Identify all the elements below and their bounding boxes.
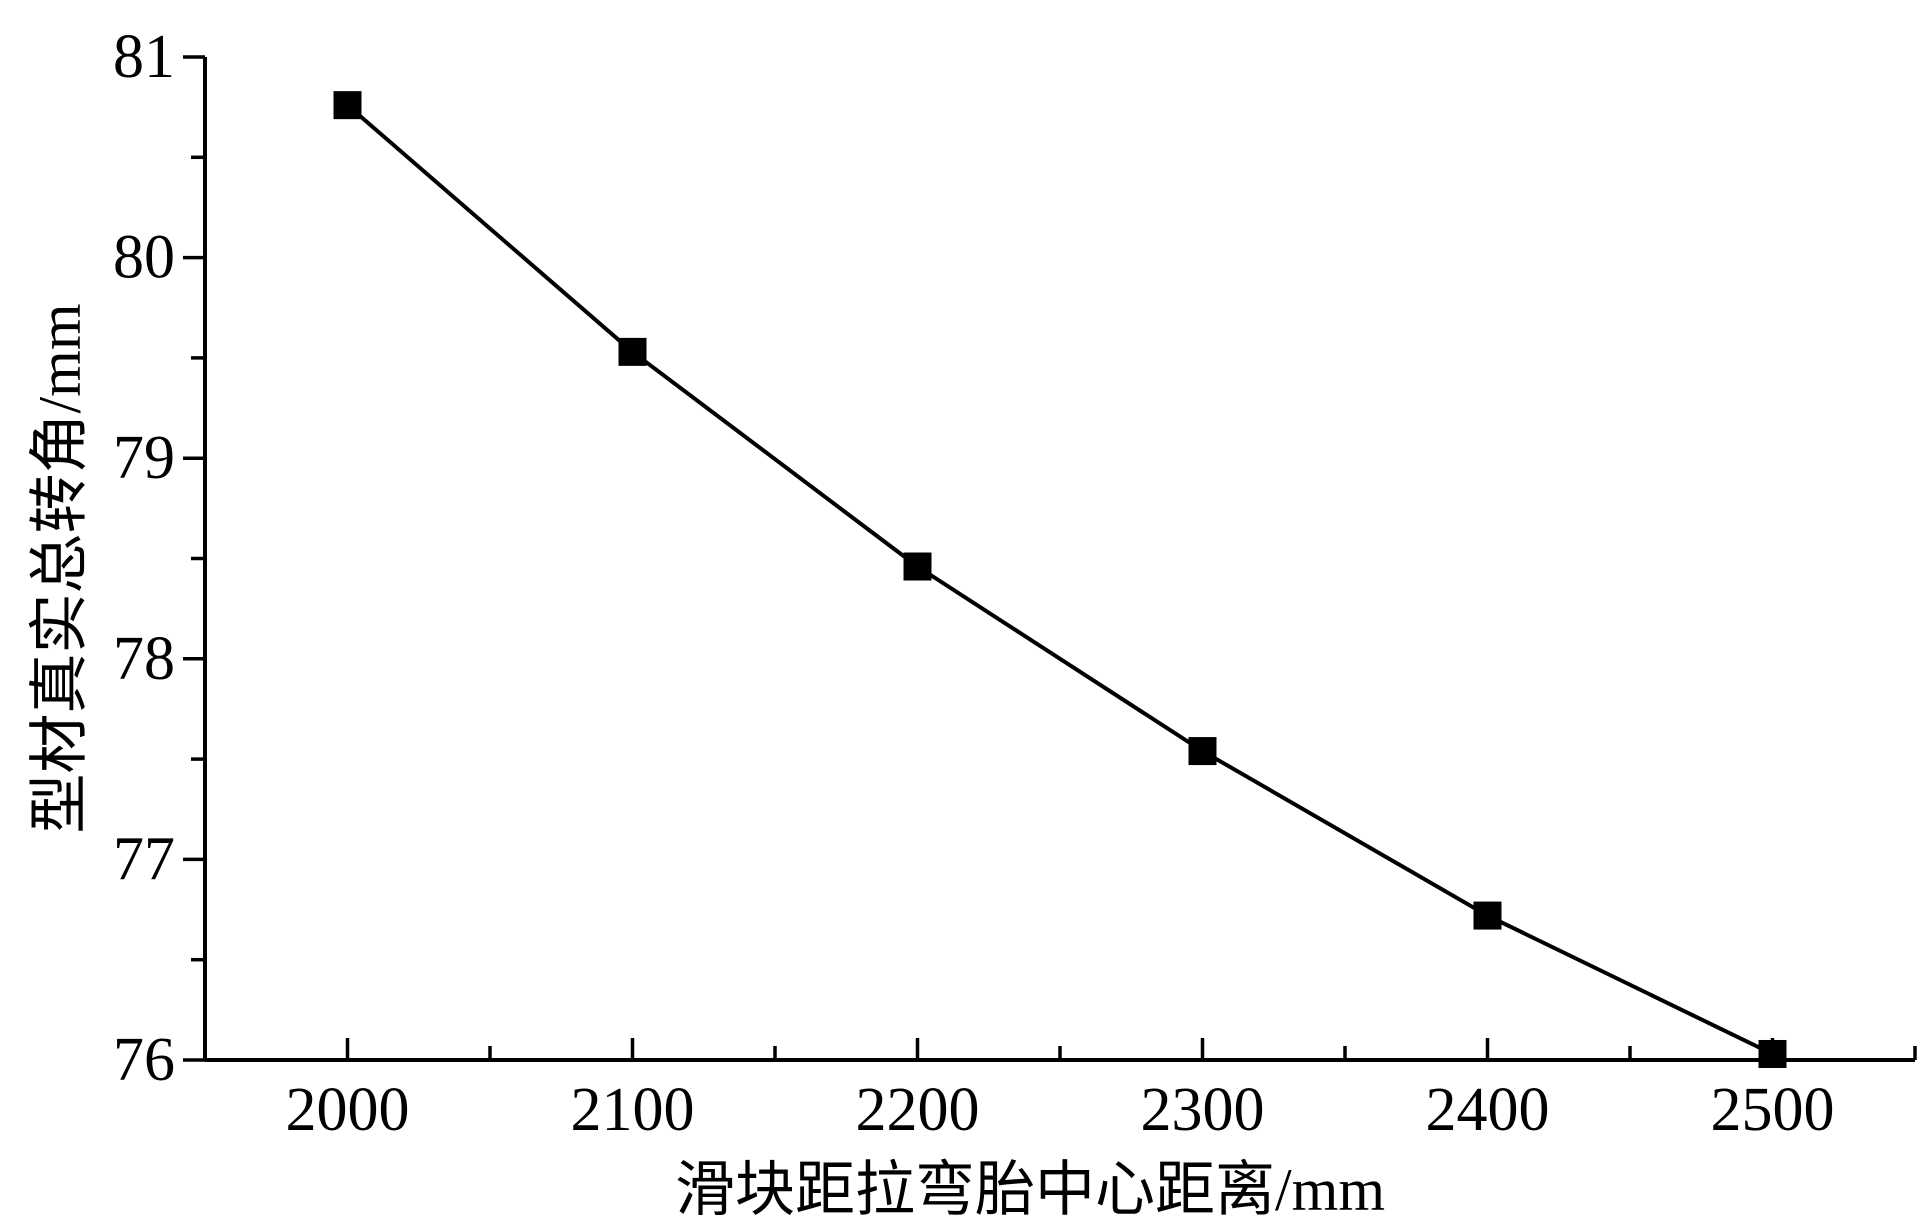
x-tick-label: 2100 xyxy=(571,1076,695,1144)
data-point-marker xyxy=(618,337,647,366)
data-point-marker xyxy=(1188,737,1217,766)
labels: 滑块距拉弯胎中心距离/mm 型材真实总转角/mm 76 77 78 79 80 81 200… xyxy=(27,23,1835,1223)
x-axis-title: 滑块距拉弯胎中心距离/mm xyxy=(675,1157,1385,1223)
y-tick-label: 80 xyxy=(113,224,175,292)
x-tick-label: 2300 xyxy=(1141,1076,1265,1144)
data-point-marker xyxy=(333,91,362,120)
data-point-marker xyxy=(903,552,932,581)
x-tick-label: 2200 xyxy=(856,1076,980,1144)
y-tick-label: 79 xyxy=(113,424,175,492)
y-axis-title: 型材真实总转角/mm xyxy=(27,303,93,833)
data-point-marker xyxy=(1758,1039,1787,1068)
series-line xyxy=(346,103,1774,1056)
x-tick-label: 2000 xyxy=(286,1076,410,1144)
series-layer xyxy=(333,91,1787,1068)
y-tick-label: 78 xyxy=(113,625,175,693)
y-tick-label: 81 xyxy=(113,23,175,91)
x-tick-label: 2500 xyxy=(1711,1076,1835,1144)
x-tick-label: 2400 xyxy=(1426,1076,1550,1144)
y-tick-label: 77 xyxy=(113,825,175,893)
y-tick-label: 76 xyxy=(113,1026,175,1094)
data-point-marker xyxy=(1473,901,1502,930)
axes xyxy=(183,55,1917,1062)
